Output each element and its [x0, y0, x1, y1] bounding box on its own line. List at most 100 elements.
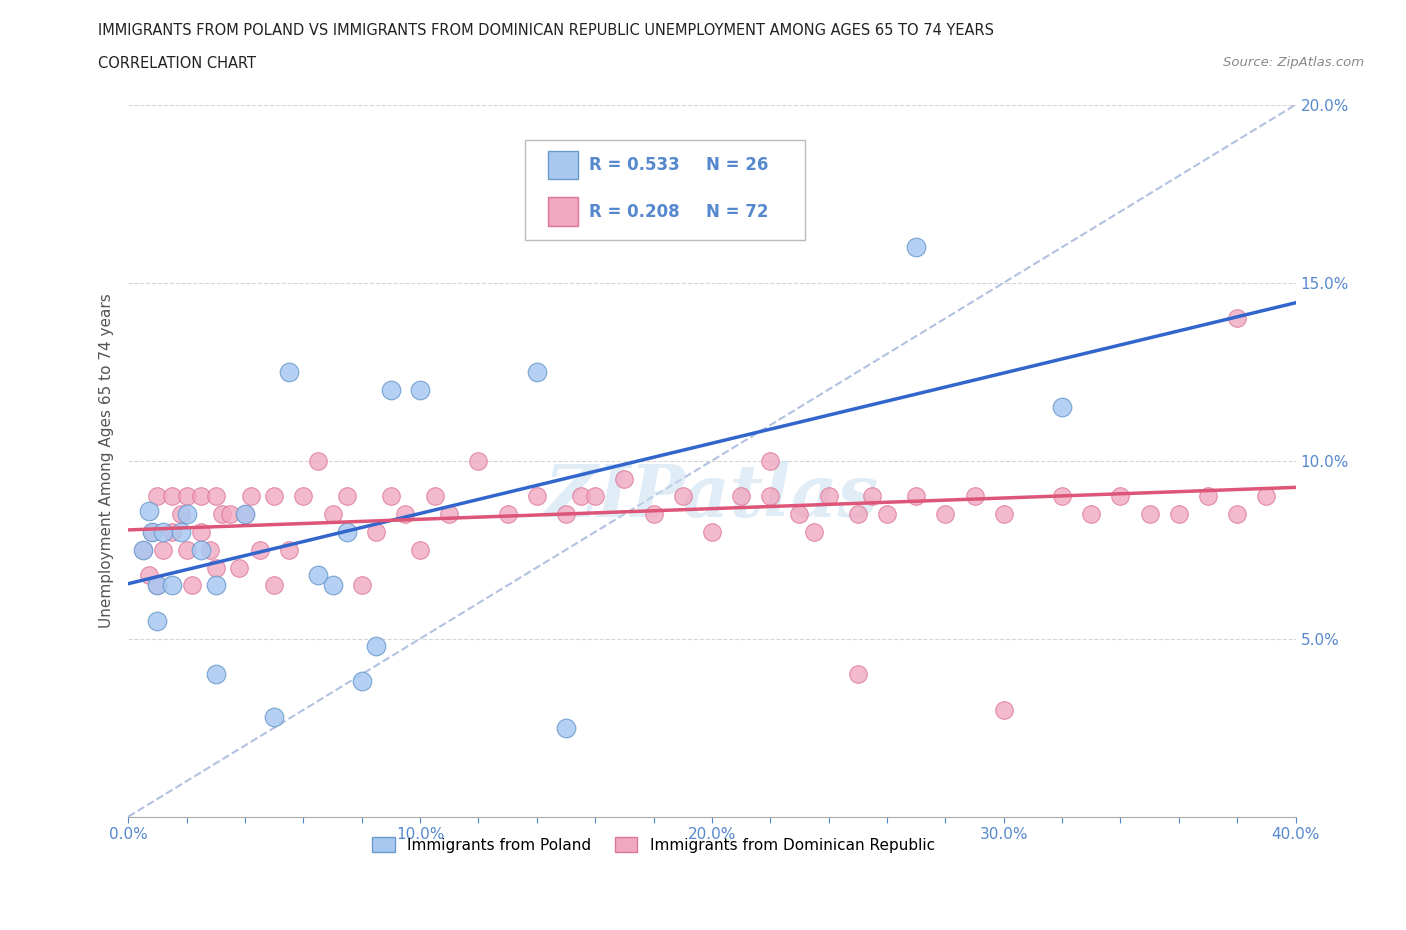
Point — [152, 542, 174, 557]
Point — [817, 489, 839, 504]
Point — [1050, 400, 1073, 415]
Point — [789, 507, 811, 522]
Point — [439, 507, 461, 522]
Point — [1226, 311, 1249, 325]
Point — [146, 578, 169, 592]
Point — [211, 507, 233, 522]
Text: N = 72: N = 72 — [706, 203, 769, 220]
Point — [277, 542, 299, 557]
Point — [934, 507, 956, 522]
Point — [350, 674, 373, 689]
Point — [759, 489, 782, 504]
Point — [409, 382, 432, 397]
Point — [409, 542, 432, 557]
Point — [862, 489, 884, 504]
Text: Source: ZipAtlas.com: Source: ZipAtlas.com — [1223, 56, 1364, 69]
Point — [233, 507, 256, 522]
Y-axis label: Unemployment Among Ages 65 to 74 years: Unemployment Among Ages 65 to 74 years — [100, 293, 114, 628]
Point — [803, 525, 825, 539]
Text: R = 0.208: R = 0.208 — [589, 203, 681, 220]
Point — [141, 525, 163, 539]
Point — [138, 567, 160, 582]
Point — [204, 489, 226, 504]
Point — [233, 507, 256, 522]
Point — [526, 365, 548, 379]
Point — [672, 489, 695, 504]
Point — [160, 525, 183, 539]
Point — [170, 525, 193, 539]
Text: CORRELATION CHART: CORRELATION CHART — [98, 56, 256, 71]
Point — [700, 525, 723, 539]
Point — [846, 667, 869, 682]
Point — [292, 489, 315, 504]
Point — [613, 472, 636, 486]
Point — [643, 507, 665, 522]
Point — [190, 525, 212, 539]
Point — [263, 710, 285, 724]
Point — [1109, 489, 1132, 504]
Point — [759, 453, 782, 468]
Text: N = 26: N = 26 — [706, 156, 769, 174]
Point — [555, 720, 578, 735]
Point — [336, 489, 359, 504]
Point — [876, 507, 898, 522]
Point — [181, 578, 204, 592]
Point — [146, 614, 169, 629]
Point — [176, 507, 198, 522]
Point — [176, 542, 198, 557]
Point — [846, 507, 869, 522]
Point — [132, 542, 155, 557]
Text: R = 0.533: R = 0.533 — [589, 156, 681, 174]
Bar — [548, 197, 578, 226]
Point — [138, 503, 160, 518]
FancyBboxPatch shape — [526, 140, 806, 240]
Point — [204, 667, 226, 682]
Point — [141, 525, 163, 539]
Point — [190, 489, 212, 504]
Point — [905, 240, 928, 255]
Point — [394, 507, 416, 522]
Point — [219, 507, 242, 522]
Point — [1226, 507, 1249, 522]
Point — [176, 489, 198, 504]
Bar — [548, 151, 578, 179]
Legend: Immigrants from Poland, Immigrants from Dominican Republic: Immigrants from Poland, Immigrants from … — [366, 830, 941, 859]
Point — [730, 489, 752, 504]
Point — [993, 702, 1015, 717]
Point — [263, 489, 285, 504]
Point — [277, 365, 299, 379]
Point — [228, 560, 250, 575]
Point — [350, 578, 373, 592]
Point — [423, 489, 446, 504]
Point — [146, 489, 169, 504]
Point — [1197, 489, 1219, 504]
Point — [1256, 489, 1278, 504]
Point — [160, 578, 183, 592]
Point — [263, 578, 285, 592]
Point — [526, 489, 548, 504]
Point — [1080, 507, 1102, 522]
Point — [569, 489, 592, 504]
Point — [336, 525, 359, 539]
Point — [249, 542, 271, 557]
Point — [146, 578, 169, 592]
Text: IMMIGRANTS FROM POLAND VS IMMIGRANTS FROM DOMINICAN REPUBLIC UNEMPLOYMENT AMONG : IMMIGRANTS FROM POLAND VS IMMIGRANTS FRO… — [98, 23, 994, 38]
Point — [132, 542, 155, 557]
Point — [160, 489, 183, 504]
Point — [170, 507, 193, 522]
Point — [380, 489, 402, 504]
Point — [322, 507, 344, 522]
Point — [190, 542, 212, 557]
Point — [152, 525, 174, 539]
Point — [905, 489, 928, 504]
Text: ZIPatlas: ZIPatlas — [546, 460, 879, 532]
Point — [963, 489, 986, 504]
Point — [204, 560, 226, 575]
Point — [198, 542, 221, 557]
Point — [307, 453, 329, 468]
Point — [380, 382, 402, 397]
Point — [993, 507, 1015, 522]
Point — [583, 489, 606, 504]
Point — [322, 578, 344, 592]
Point — [555, 507, 578, 522]
